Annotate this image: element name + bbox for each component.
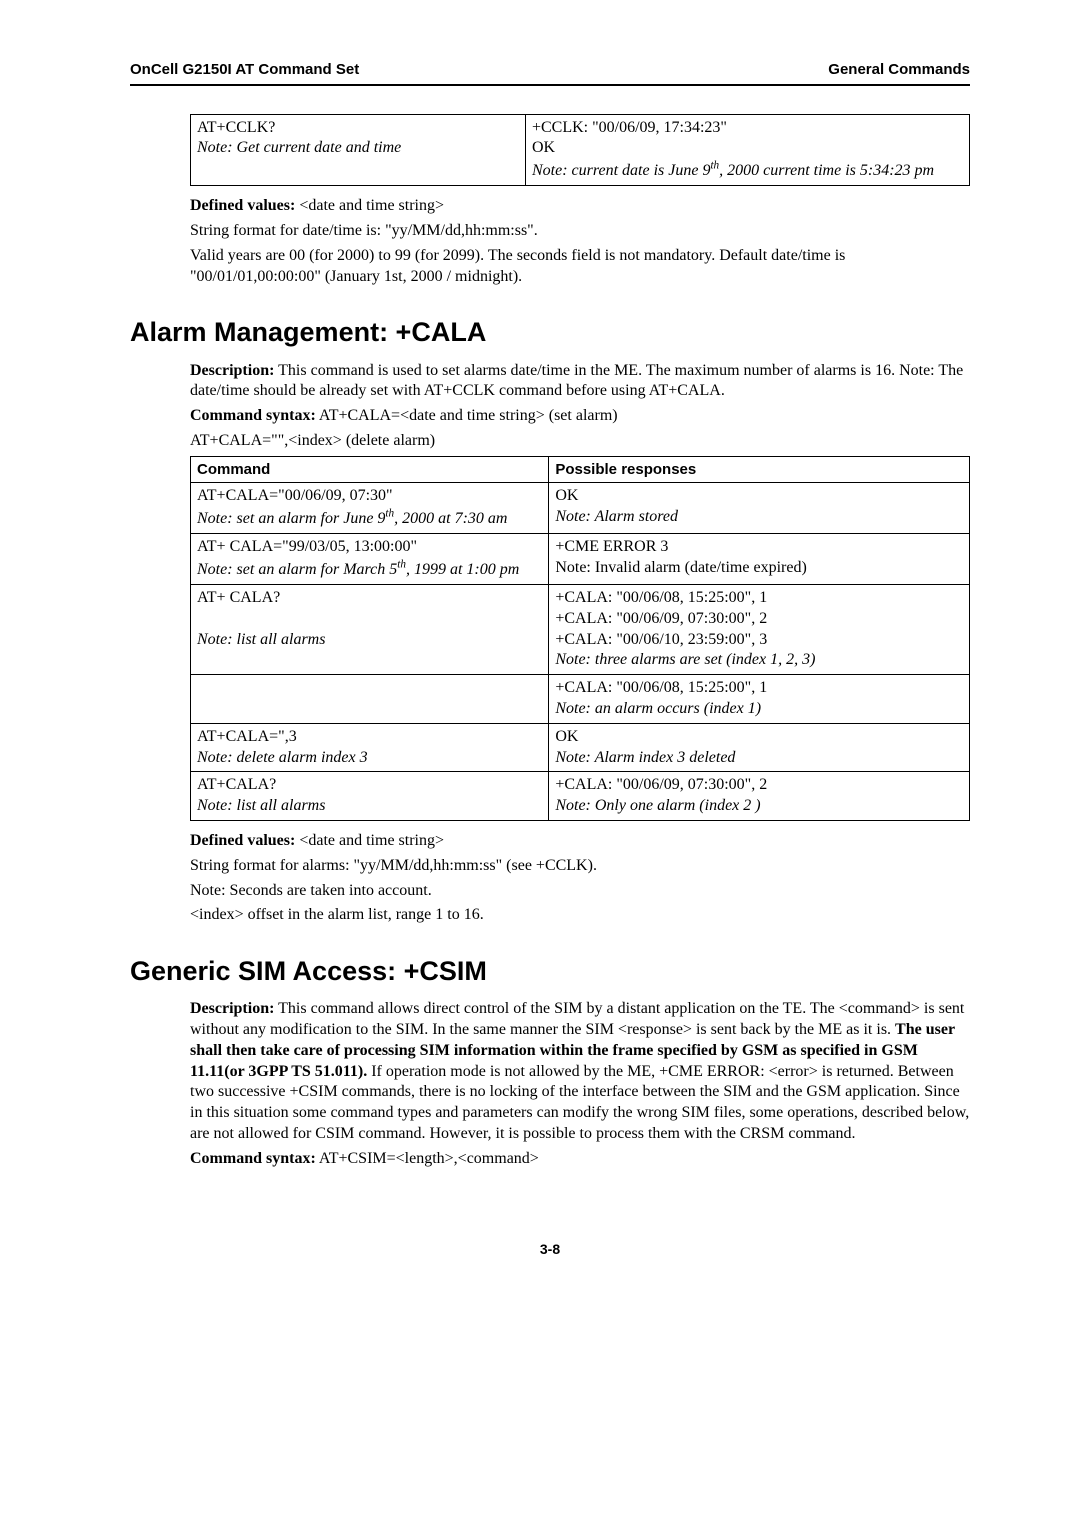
table-row: AT+ CALA? Note: list all alarms +CALA: "…: [191, 585, 970, 675]
cclk-defined-p1: String format for date/time is: "yy/MM/d…: [190, 221, 970, 242]
page-content: AT+CCLK? Note: Get current date and time…: [190, 114, 970, 1170]
cala-th1: Command: [191, 456, 549, 483]
table-row: +CALA: "00/06/08, 15:25:00", 1 Note: an …: [191, 675, 970, 724]
cclk-resp-note: Note: current date is June 9th, 2000 cur…: [532, 162, 934, 179]
cclk-cmd-note: Note: Get current date and time: [197, 139, 401, 156]
cala-syntax1: Command syntax: AT+CALA=<date and time s…: [190, 406, 970, 427]
header-right: General Commands: [828, 60, 970, 80]
cclk-resp2: OK: [532, 139, 555, 156]
cala-defined-p1: String format for alarms: "yy/MM/dd,hh:m…: [190, 856, 970, 877]
csim-heading: Generic SIM Access: +CSIM: [130, 954, 970, 989]
table-row: AT+CALA=",3 Note: delete alarm index 3 O…: [191, 723, 970, 772]
table-row: AT+ CALA="99/03/05, 13:00:00" Note: set …: [191, 534, 970, 585]
cclk-cmd: AT+CCLK?: [197, 119, 275, 136]
cala-heading: Alarm Management: +CALA: [130, 315, 970, 350]
header-left: OnCell G2150I AT Command Set: [130, 60, 359, 80]
cclk-table: AT+CCLK? Note: Get current date and time…: [190, 114, 970, 187]
cala-description: Description: This command is used to set…: [190, 361, 970, 403]
cclk-defined-p2: Valid years are 00 (for 2000) to 99 (for…: [190, 246, 970, 288]
cala-defined-p2: Note: Seconds are taken into account.: [190, 881, 970, 902]
cala-syntax2: AT+CALA="",<index> (delete alarm): [190, 431, 970, 452]
csim-description: Description: This command allows direct …: [190, 999, 970, 1145]
cala-defined-p3: <index> offset in the alarm list, range …: [190, 905, 970, 926]
cala-defined: Defined values: <date and time string>: [190, 831, 970, 852]
cala-th2: Possible responses: [549, 456, 970, 483]
cala-table: Command Possible responses AT+CALA="00/0…: [190, 456, 970, 821]
cclk-resp1: +CCLK: "00/06/09, 17:34:23": [532, 119, 727, 136]
table-row: AT+CALA="00/06/09, 07:30" Note: set an a…: [191, 483, 970, 534]
page-header: OnCell G2150I AT Command Set General Com…: [130, 60, 970, 86]
page-number: 3-8: [130, 1240, 970, 1258]
cclk-defined: Defined values: <date and time string>: [190, 196, 970, 217]
csim-syntax: Command syntax: AT+CSIM=<length>,<comman…: [190, 1149, 970, 1170]
table-row: AT+CALA? Note: list all alarms +CALA: "0…: [191, 772, 970, 821]
